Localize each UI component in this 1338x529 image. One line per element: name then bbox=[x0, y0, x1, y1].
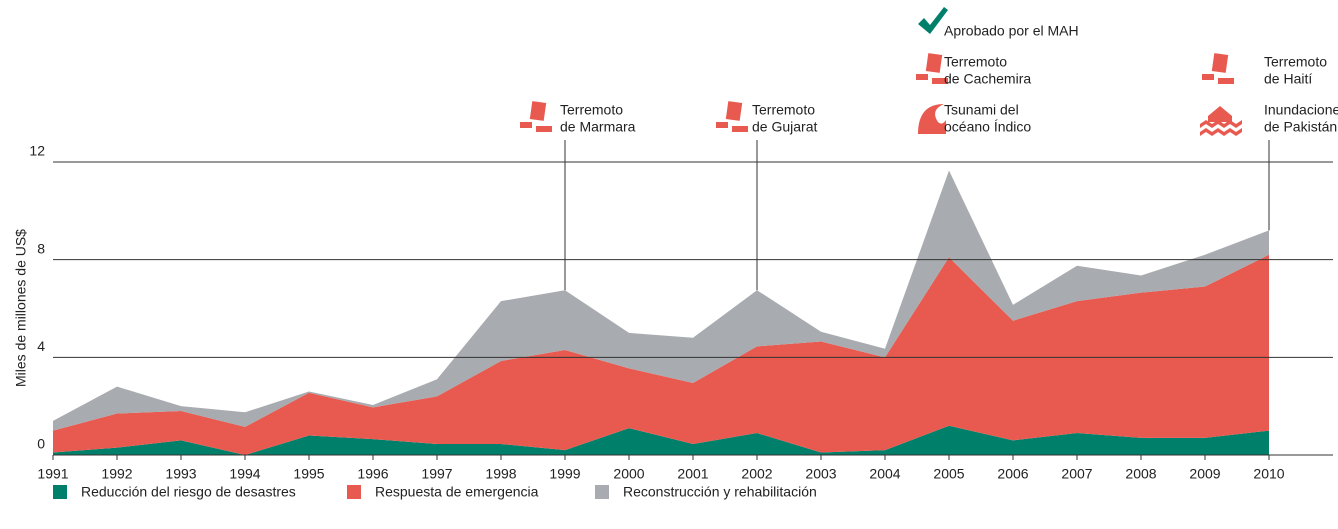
x-tick-label: 1992 bbox=[101, 466, 132, 482]
x-tick-label: 1998 bbox=[485, 466, 516, 482]
building-icon bbox=[716, 101, 748, 132]
x-tick-label: 2007 bbox=[1061, 466, 1092, 482]
building-icon bbox=[520, 101, 552, 132]
x-tick-label: 2008 bbox=[1125, 466, 1156, 482]
x-tick-label: 2000 bbox=[613, 466, 644, 482]
x-tick-label: 2003 bbox=[805, 466, 836, 482]
x-tick-label: 2005 bbox=[933, 466, 964, 482]
areas bbox=[53, 170, 1269, 455]
annotation-text: Terremoto bbox=[752, 102, 815, 118]
legend-label: Reducción del riesgo de desastres bbox=[81, 484, 296, 500]
annotation-text: Terremoto bbox=[560, 102, 623, 118]
annotation-text: océano Índico bbox=[944, 119, 1031, 135]
area bbox=[53, 254, 1269, 455]
building-icon bbox=[1202, 53, 1234, 84]
legend-swatch bbox=[595, 485, 609, 499]
wave-icon bbox=[918, 104, 946, 134]
area bbox=[53, 425, 1269, 455]
annotation-text: Terremoto bbox=[1264, 54, 1327, 70]
flood-icon bbox=[1200, 106, 1242, 136]
x-tick-label: 1996 bbox=[357, 466, 388, 482]
y-tick-label: 4 bbox=[37, 338, 45, 354]
area bbox=[53, 170, 1269, 431]
x-tick-label: 2009 bbox=[1189, 466, 1220, 482]
x-tick-label: 1995 bbox=[293, 466, 324, 482]
x-tick-label: 1991 bbox=[37, 466, 68, 482]
annotation-text: Aprobado por el MAH bbox=[944, 23, 1079, 39]
building-icon bbox=[916, 53, 948, 84]
annotation-text: Inundaciones bbox=[1264, 102, 1338, 118]
check-icon bbox=[918, 7, 948, 34]
x-tick-label: 2006 bbox=[997, 466, 1028, 482]
y-tick-label: 0 bbox=[37, 436, 45, 452]
y-axis-label: Miles de millones de US$ bbox=[13, 229, 29, 387]
x-tick-label: 1999 bbox=[549, 466, 580, 482]
annotation-text: de Marmara bbox=[560, 119, 636, 135]
x-tick-label: 2001 bbox=[677, 466, 708, 482]
x-tick-label: 2002 bbox=[741, 466, 772, 482]
x-tick-label: 2004 bbox=[869, 466, 900, 482]
legend-label: Reconstrucción y rehabilitación bbox=[623, 484, 817, 500]
icons bbox=[520, 7, 1242, 136]
x-tick-label: 2010 bbox=[1253, 466, 1284, 482]
annotation-text: de Pakistán bbox=[1264, 119, 1337, 135]
x-tick-label: 1994 bbox=[229, 466, 260, 482]
annotation-text: de Haití bbox=[1264, 71, 1312, 87]
legend-swatch bbox=[347, 485, 361, 499]
annotation-text: Tsunami del bbox=[944, 102, 1019, 118]
y-tick-label: 12 bbox=[29, 143, 45, 159]
y-tick-label: 8 bbox=[37, 240, 45, 256]
annotation-text: de Cachemira bbox=[944, 71, 1031, 87]
x-tick-label: 1993 bbox=[165, 466, 196, 482]
annotation-text: de Gujarat bbox=[752, 119, 817, 135]
annotation-text: Terremoto bbox=[944, 54, 1007, 70]
legend-label: Respuesta de emergencia bbox=[375, 484, 539, 500]
x-tick-label: 1997 bbox=[421, 466, 452, 482]
legend-swatch bbox=[53, 485, 67, 499]
